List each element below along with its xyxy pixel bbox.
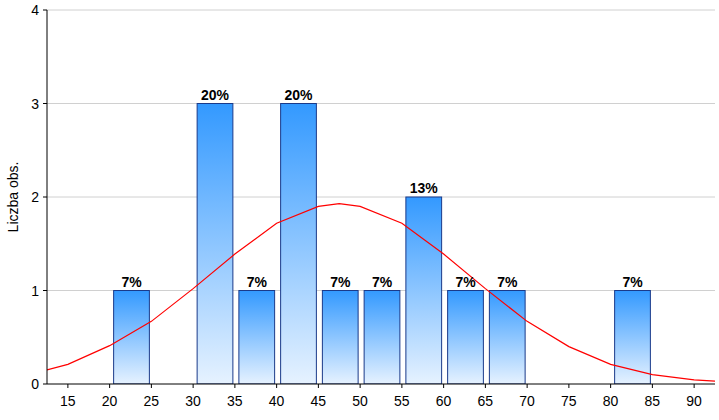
- x-tick-label: 65: [478, 393, 494, 409]
- x-tick: [652, 384, 653, 388]
- x-tick-label: 70: [519, 393, 535, 409]
- x-tick: [276, 384, 277, 388]
- data-label: 20%: [201, 87, 230, 103]
- y-tick: [43, 290, 47, 291]
- x-tick: [151, 384, 152, 388]
- x-tick-label: 60: [436, 393, 452, 409]
- data-label: 7%: [497, 274, 518, 290]
- plot-area: [47, 104, 715, 385]
- x-tick: [67, 384, 68, 388]
- x-tick: [610, 384, 611, 388]
- histogram-bar: [114, 291, 150, 385]
- x-tick: [485, 384, 486, 388]
- x-tick: [443, 384, 444, 388]
- x-tick: [234, 384, 235, 388]
- histogram-bar: [364, 291, 400, 385]
- x-tick-label: 90: [686, 393, 702, 409]
- x-tick: [318, 384, 319, 388]
- x-tick: [193, 384, 194, 388]
- grid-line: [47, 103, 715, 104]
- data-label: 7%: [372, 274, 393, 290]
- x-tick-label: 35: [227, 393, 243, 409]
- histogram-bar: [448, 291, 484, 385]
- histogram-bar: [406, 197, 442, 384]
- histogram-bar: [197, 104, 233, 385]
- x-tick-label: 75: [561, 393, 577, 409]
- data-label: 20%: [284, 87, 313, 103]
- x-tick: [694, 384, 695, 388]
- y-axis-label: Liczba obs.: [5, 162, 21, 233]
- histogram-bar: [489, 291, 525, 385]
- y-tick: [43, 103, 47, 104]
- data-label: 7%: [622, 274, 643, 290]
- y-axis: [47, 10, 48, 384]
- y-tick-label: 1: [31, 283, 39, 299]
- y-tick-label: 2: [31, 189, 39, 205]
- x-tick-label: 40: [269, 393, 285, 409]
- y-tick: [43, 10, 47, 11]
- data-label: 7%: [247, 274, 268, 290]
- y-tick-label: 4: [31, 2, 39, 18]
- x-tick-label: 45: [311, 393, 327, 409]
- x-tick: [401, 384, 402, 388]
- grid-line: [47, 10, 715, 11]
- chart: 0 1 2 3 4 15 20 25 30 35 40 45 50 55 60 65 70 75 80 85 90 Lic…: [0, 0, 719, 420]
- data-label: 13%: [410, 180, 439, 196]
- y-tick: [43, 384, 47, 385]
- x-tick-label: 20: [102, 393, 118, 409]
- x-tick-label: 80: [603, 393, 619, 409]
- x-tick-label: 50: [352, 393, 368, 409]
- x-tick: [109, 384, 110, 388]
- data-label: 7%: [455, 274, 476, 290]
- normal-curve: [47, 204, 715, 382]
- x-tick-label: 55: [394, 393, 410, 409]
- data-label: 7%: [121, 274, 142, 290]
- x-tick-label: 30: [185, 393, 201, 409]
- data-label: 7%: [330, 274, 351, 290]
- y-tick: [43, 197, 47, 198]
- x-tick: [360, 384, 361, 388]
- x-axis: [47, 384, 715, 385]
- histogram-bar: [239, 291, 275, 385]
- grid-line: [47, 197, 715, 198]
- x-tick-label: 85: [645, 393, 661, 409]
- x-tick: [527, 384, 528, 388]
- y-tick-label: 3: [31, 96, 39, 112]
- histogram-bar: [281, 104, 317, 385]
- histogram-bar: [322, 291, 358, 385]
- x-tick-label: 25: [144, 393, 160, 409]
- y-tick-label: 0: [31, 376, 39, 392]
- x-tick-label: 15: [60, 393, 76, 409]
- x-tick: [568, 384, 569, 388]
